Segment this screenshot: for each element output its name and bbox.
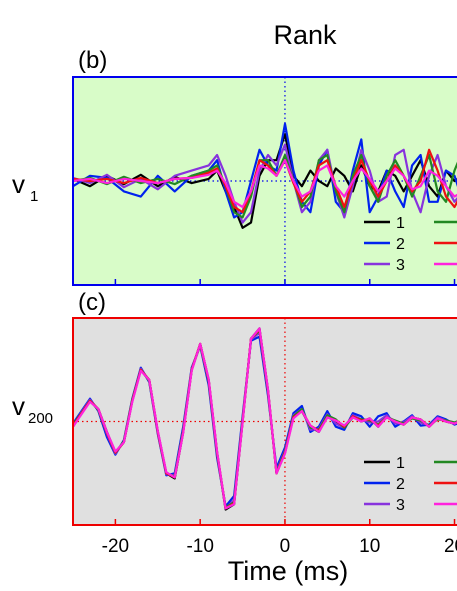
x-axis-label: Time (ms) — [228, 556, 348, 586]
x-tick-label: -20 — [102, 536, 129, 557]
panel-b-series-line-6 — [73, 159, 457, 209]
x-tick-label: 20 — [444, 536, 457, 557]
panel-c-series — [73, 327, 457, 511]
panel-c-ylabel-subscript: 200 — [28, 410, 53, 427]
panel-b-legend-label-3: 3 — [396, 257, 405, 274]
panel-c-legend-label-2: 2 — [396, 476, 405, 493]
panel-c-ylabel: v — [12, 391, 25, 421]
panel-b-series-line-4 — [73, 153, 457, 219]
panel-c-legend-label-1: 1 — [396, 455, 405, 472]
panel-b-frame — [72, 76, 457, 286]
panel-c-label: (c) — [78, 289, 106, 316]
panel-b-label: (b) — [78, 47, 107, 74]
figure-title: Rank — [273, 20, 337, 50]
x-tick-label: -10 — [186, 536, 213, 557]
panel-b-series — [73, 122, 457, 229]
panel-c-legend-label-3: 3 — [396, 497, 405, 514]
panel-c-frame — [72, 317, 457, 526]
x-tick-label: 10 — [359, 536, 380, 557]
panel-b-legend-label-2: 2 — [396, 236, 405, 253]
x-tick-labels: -20 -10 0 10 20 — [102, 536, 457, 557]
panel-b-series-line-3 — [73, 143, 457, 224]
panel-b-ylabel-subscript: 1 — [30, 188, 38, 205]
panel-b-legend: 1 2 3 — [364, 215, 457, 274]
panel-c-legend: 1 2 3 — [364, 455, 457, 514]
x-tick-label: 0 — [280, 536, 291, 557]
panel-b-ylabel: v — [12, 169, 25, 199]
panel-b-legend-label-1: 1 — [396, 215, 405, 232]
panel-c-series-line-6 — [73, 327, 457, 510]
